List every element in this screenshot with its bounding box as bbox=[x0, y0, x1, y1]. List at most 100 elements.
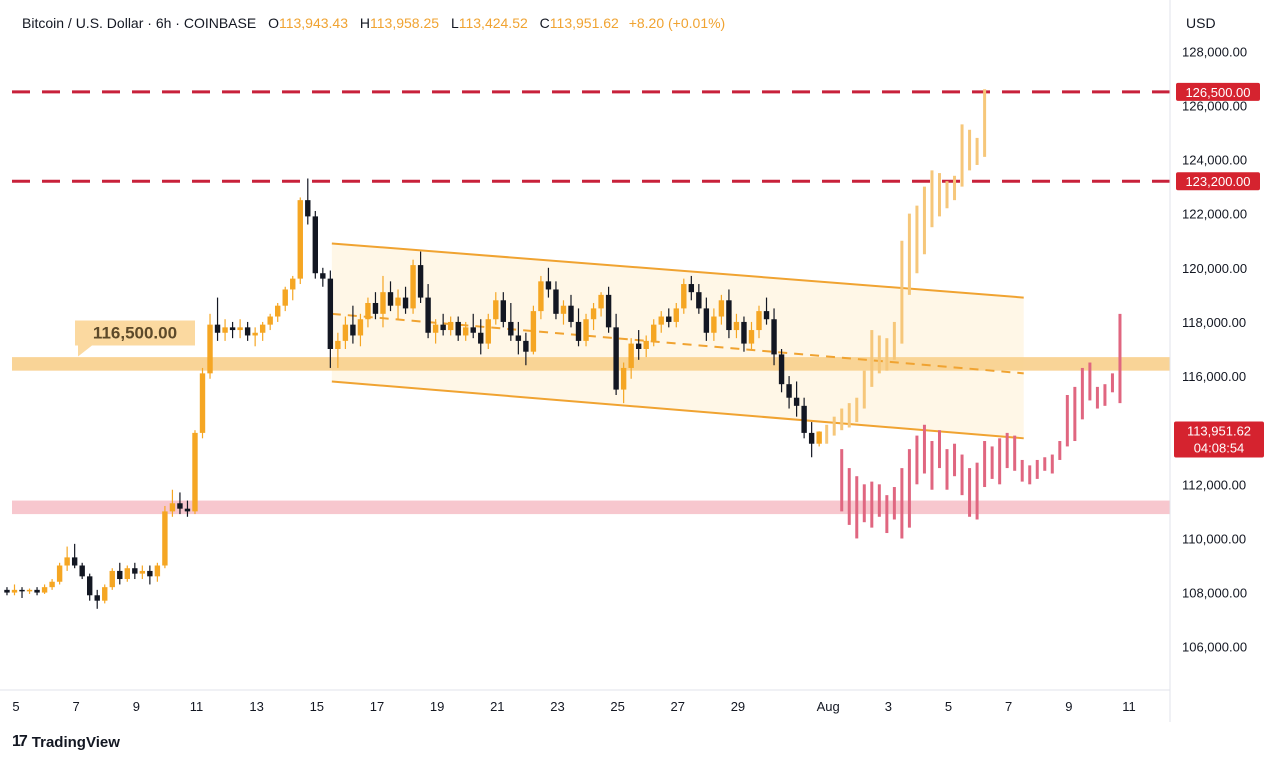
candle-down[interactable] bbox=[34, 587, 40, 596]
candle-down[interactable] bbox=[575, 308, 582, 347]
candle-down[interactable] bbox=[523, 332, 529, 366]
candle-down[interactable] bbox=[86, 573, 93, 601]
candle-up[interactable] bbox=[583, 313, 589, 347]
candle-down[interactable] bbox=[229, 321, 236, 339]
candle-up[interactable] bbox=[681, 278, 687, 314]
candle-up[interactable] bbox=[267, 313, 273, 331]
candle-up[interactable] bbox=[335, 332, 341, 368]
candle-up[interactable] bbox=[538, 275, 544, 320]
channel-mid-line[interactable] bbox=[331, 312, 1024, 375]
candle-down[interactable] bbox=[327, 270, 334, 368]
candle-up[interactable] bbox=[748, 321, 755, 349]
candle-down[interactable] bbox=[500, 292, 507, 328]
candle-down[interactable] bbox=[425, 284, 431, 339]
support-callout[interactable] bbox=[75, 320, 195, 357]
candle-down[interactable] bbox=[305, 178, 311, 225]
candle-down[interactable] bbox=[801, 397, 807, 439]
candle-up[interactable] bbox=[493, 292, 499, 325]
candle-down[interactable] bbox=[470, 313, 476, 339]
candle-up[interactable] bbox=[357, 313, 364, 347]
tradingview-brand[interactable]: 17 TradingView bbox=[12, 733, 120, 751]
candle-up[interactable] bbox=[207, 313, 213, 379]
demand-zone[interactable] bbox=[12, 500, 1170, 515]
candle-down[interactable] bbox=[455, 316, 461, 341]
candle-down[interactable] bbox=[553, 281, 559, 320]
candle-up[interactable] bbox=[109, 568, 115, 590]
candle-up[interactable] bbox=[410, 259, 416, 314]
candle-up[interactable] bbox=[162, 505, 168, 569]
candle-down[interactable] bbox=[177, 492, 183, 515]
candle-down[interactable] bbox=[402, 286, 409, 314]
candle-down[interactable] bbox=[605, 286, 612, 333]
candle-up[interactable] bbox=[56, 562, 63, 585]
candle-up[interactable] bbox=[485, 313, 491, 349]
candle-up[interactable] bbox=[718, 294, 725, 325]
candle-up[interactable] bbox=[463, 321, 469, 341]
candle-up[interactable] bbox=[590, 302, 597, 331]
candle-down[interactable] bbox=[71, 543, 78, 569]
candle-up[interactable] bbox=[756, 305, 762, 339]
candle-down[interactable] bbox=[545, 267, 552, 298]
candle-up[interactable] bbox=[816, 431, 822, 447]
candle-up[interactable] bbox=[395, 289, 401, 320]
candle-down[interactable] bbox=[763, 297, 770, 325]
candle-up[interactable] bbox=[154, 562, 161, 582]
candle-down[interactable] bbox=[666, 308, 672, 328]
candle-down[interactable] bbox=[568, 294, 574, 328]
candle-up[interactable] bbox=[628, 338, 634, 379]
candle-down[interactable] bbox=[417, 251, 424, 303]
candle-up[interactable] bbox=[237, 319, 243, 339]
candle-up[interactable] bbox=[26, 588, 33, 594]
candle-down[interactable] bbox=[132, 562, 138, 580]
support-zone[interactable] bbox=[12, 357, 1170, 371]
candle-up[interactable] bbox=[11, 584, 18, 596]
candle-down[interactable] bbox=[387, 281, 394, 312]
candle-up[interactable] bbox=[290, 275, 296, 301]
candle-down[interactable] bbox=[320, 267, 326, 287]
candle-up[interactable] bbox=[711, 308, 717, 341]
candle-down[interactable] bbox=[515, 321, 522, 355]
candle-down[interactable] bbox=[147, 565, 153, 585]
candle-up[interactable] bbox=[64, 546, 70, 571]
candle-up[interactable] bbox=[673, 302, 679, 328]
candle-up[interactable] bbox=[620, 362, 627, 404]
candle-down[interactable] bbox=[350, 305, 356, 344]
symbol-title[interactable]: Bitcoin / U.S. Dollar · 6h · COINBASE bbox=[22, 15, 257, 31]
candle-down[interactable] bbox=[312, 210, 319, 279]
candle-down[interactable] bbox=[79, 562, 85, 580]
candle-up[interactable] bbox=[342, 316, 349, 349]
candle-up[interactable] bbox=[447, 316, 454, 336]
candle-down[interactable] bbox=[786, 376, 792, 409]
candle-up[interactable] bbox=[252, 327, 258, 347]
candle-up[interactable] bbox=[169, 489, 176, 517]
candle-down[interactable] bbox=[4, 587, 10, 596]
candle-up[interactable] bbox=[259, 321, 266, 341]
candle-down[interactable] bbox=[635, 330, 642, 360]
candle-up[interactable] bbox=[139, 565, 146, 580]
candle-up[interactable] bbox=[380, 275, 386, 328]
candle-up[interactable] bbox=[658, 311, 664, 333]
candle-down[interactable] bbox=[214, 297, 221, 341]
candle-up[interactable] bbox=[222, 319, 228, 341]
candle-down[interactable] bbox=[808, 422, 815, 458]
candle-up[interactable] bbox=[643, 335, 649, 358]
channel-lower-line[interactable] bbox=[331, 380, 1024, 440]
candle-up[interactable] bbox=[733, 313, 740, 339]
candle-down[interactable] bbox=[440, 313, 446, 336]
resistance-price-tag-0[interactable] bbox=[1176, 82, 1260, 101]
candle-down[interactable] bbox=[508, 302, 514, 341]
candle-up[interactable] bbox=[282, 286, 288, 312]
candle-up[interactable] bbox=[199, 367, 206, 439]
candle-down[interactable] bbox=[372, 292, 379, 320]
candle-up[interactable] bbox=[530, 305, 537, 355]
candle-up[interactable] bbox=[192, 430, 198, 515]
candle-up[interactable] bbox=[560, 300, 567, 325]
candle-up[interactable] bbox=[432, 319, 439, 344]
candle-up[interactable] bbox=[275, 302, 281, 322]
candle-down[interactable] bbox=[741, 316, 747, 352]
candle-up[interactable] bbox=[365, 297, 371, 328]
candle-up[interactable] bbox=[598, 292, 604, 317]
candle-down[interactable] bbox=[19, 587, 25, 598]
candle-down[interactable] bbox=[478, 319, 484, 355]
